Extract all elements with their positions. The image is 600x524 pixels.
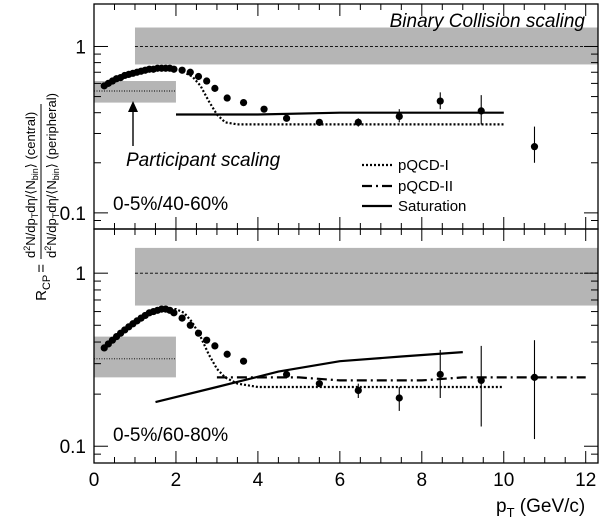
x-axis-label-main: p	[496, 496, 507, 517]
y-axis-equals: =	[33, 264, 50, 273]
top-participant-band	[94, 81, 176, 103]
top-data-point	[530, 143, 539, 151]
legend-pqcd2-label: pQCD-II	[398, 178, 453, 195]
bottom-y-tick-label: 0.1	[60, 437, 86, 458]
bottom-y-tick-label: 1	[75, 264, 86, 285]
x-axis-label: pT (GeV/c)	[496, 496, 585, 519]
num-f: bin	[30, 168, 40, 180]
bottom-data-point	[203, 336, 211, 344]
top-data-point	[282, 114, 291, 122]
bottom-data-point	[354, 386, 362, 395]
num-a: d	[23, 251, 38, 258]
top-data-point	[239, 98, 248, 107]
bottom-data-point	[530, 373, 539, 381]
legend-saturation-label: Saturation	[398, 198, 466, 215]
y-axis-lhs-main: R	[33, 290, 50, 301]
bottom-data-point	[239, 357, 248, 365]
x-tick-label: 0	[89, 470, 100, 491]
bottom-data-point	[223, 350, 231, 358]
x-axis-label-tail: (GeV/c)	[515, 496, 586, 517]
bottom-data-point	[194, 329, 203, 337]
top-data-point	[436, 97, 444, 105]
top-panel-label: 0-5%/40-60%	[113, 194, 228, 215]
legend-pqcd1-label: pQCD-I	[398, 157, 449, 174]
num-b: 2	[22, 246, 32, 251]
den-f: bin	[51, 168, 61, 180]
bottom-data-point	[282, 370, 291, 379]
num-e: dη/⟨N	[23, 180, 38, 213]
top-data-point	[211, 84, 219, 92]
bottom-curve-saturation	[155, 351, 463, 404]
bottom-data-point	[170, 309, 178, 317]
den-e: dη/⟨N	[44, 180, 59, 213]
top-data-point	[178, 66, 186, 74]
top-curve-saturation	[176, 111, 504, 116]
num-g: ⟩ (central)	[23, 112, 38, 168]
y-axis-lhs-sub: CP	[41, 275, 53, 290]
top-data-point	[477, 107, 485, 115]
bottom-data-point	[211, 342, 219, 350]
participant-annotation: Participant scaling	[126, 150, 281, 171]
bottom-data-point	[436, 370, 444, 379]
top-data-point	[170, 65, 178, 73]
bottom-data-point	[477, 376, 485, 385]
top-data-point	[315, 118, 323, 126]
bottom-frame	[93, 228, 599, 464]
legend: pQCD-I pQCD-II Saturation	[362, 157, 466, 215]
top-binary-band	[134, 27, 598, 65]
top-data-point	[354, 118, 362, 126]
top-data-point	[186, 68, 194, 76]
bottom-data-point	[315, 380, 323, 388]
bottom-data-point	[186, 321, 194, 329]
den-c: N/dp	[44, 218, 59, 245]
top-data-point	[203, 77, 211, 85]
bottom-panel: 1 0.1 0-5%/60-80%	[60, 228, 599, 464]
num-c: N/dp	[23, 218, 38, 245]
x-tick-label: 8	[417, 470, 428, 491]
num-d: T	[30, 212, 40, 218]
top-y-tick-label: 1	[75, 37, 86, 58]
top-panel: 1 0.1 0-5%/40-60% Binary Collision scaling P…	[60, 3, 599, 230]
top-data-point	[223, 94, 231, 102]
x-tick-label: 4	[253, 470, 264, 491]
bottom-curve-pqcd-ii	[216, 376, 586, 382]
binary-collision-annotation: Binary Collision scaling	[390, 11, 586, 32]
bottom-data-point	[395, 394, 403, 402]
x-tick-label: 10	[493, 470, 514, 491]
den-g: ⟩ (peripheral)	[44, 93, 59, 168]
den-b: 2	[43, 246, 53, 251]
bottom-panel-label: 0-5%/60-80%	[113, 425, 228, 446]
top-data-point	[395, 112, 403, 120]
bottom-data-point	[178, 314, 186, 322]
y-axis-denominator: d2N/dpTdη/⟨Nbin⟩ (peripheral)	[43, 93, 61, 258]
participant-arrow-head	[128, 101, 138, 112]
bottom-binary-band	[134, 247, 598, 306]
top-data-point	[260, 105, 268, 113]
x-axis-label-sub: T	[507, 505, 515, 519]
x-tick-label: 2	[171, 470, 182, 491]
x-tick-label: 12	[575, 470, 596, 491]
top-data-point	[194, 72, 203, 81]
den-a: d	[44, 251, 59, 258]
x-tick-label: 6	[335, 470, 346, 491]
y-axis-label: RCP= d2N/dpTdη/⟨Nbin⟩ (central) d2N/dpTd…	[22, 93, 61, 301]
den-d: T	[51, 212, 61, 218]
y-axis-lhs: RCP =	[33, 264, 53, 301]
top-y-tick-label: 0.1	[60, 204, 86, 225]
y-axis-numerator: d2N/dpTdη/⟨Nbin⟩ (central)	[22, 112, 40, 258]
